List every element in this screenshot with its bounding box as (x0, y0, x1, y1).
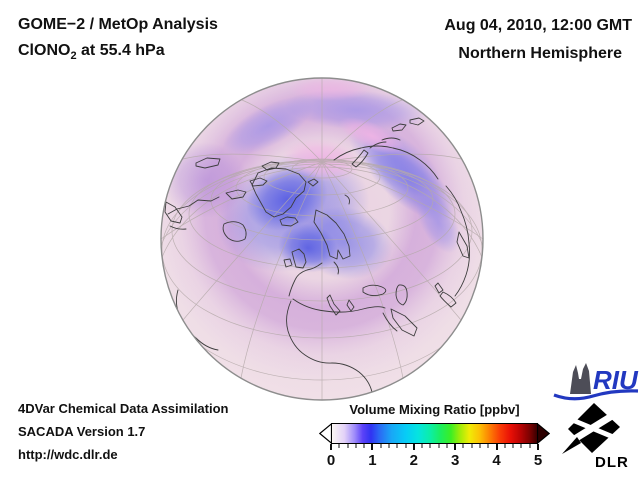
minor-tick (388, 444, 390, 448)
header-left: GOME−2 / MetOp Analysis ClONO2 at 55.4 h… (18, 12, 218, 69)
minor-tick (405, 444, 407, 448)
header-right: Aug 04, 2010, 12:00 GMT Northern Hemisph… (444, 12, 632, 68)
major-tick (330, 444, 332, 450)
colorbar-tick-label: 1 (368, 452, 377, 469)
colorbar-tick-label: 5 (533, 452, 543, 469)
globe-data-layer (161, 78, 483, 400)
minor-tick (347, 444, 349, 448)
colorbar-tick-label: 3 (451, 452, 460, 469)
major-tick (537, 444, 539, 450)
species-name: ClONO (18, 42, 71, 59)
colorbar: Volume Mixing Ratio [ppbv] 0 1 2 3 4 5 (319, 402, 550, 469)
assimilation-label: 4DVar Chemical Data Assimilation (18, 401, 229, 416)
dlr-text: DLR (595, 454, 629, 471)
minor-tick (363, 444, 365, 448)
colorbar-tick-labels: 0 1 2 3 4 5 (327, 452, 542, 470)
minor-tick (380, 444, 382, 448)
dlr-logo: DLR (558, 401, 634, 478)
version-label: SACADA Version 1.7 (18, 424, 146, 439)
species-level-label: ClONO2 at 55.4 hPa (18, 38, 218, 69)
minor-tick (520, 444, 522, 448)
minor-tick (421, 444, 423, 448)
minor-tick (355, 444, 357, 448)
major-tick (371, 444, 374, 450)
pressure-level: at 55.4 hPa (76, 42, 165, 59)
minor-tick (471, 444, 473, 448)
colorbar-tick-label: 2 (409, 452, 418, 469)
minor-tick (338, 444, 340, 448)
major-tick (454, 444, 457, 450)
colorbar-tick-label: 4 (492, 452, 501, 469)
riu-wave-icon (553, 389, 639, 401)
minor-tick (396, 444, 398, 448)
minor-tick (529, 444, 531, 448)
minor-tick (504, 444, 506, 448)
colorbar-ticks (330, 444, 539, 451)
minor-tick (512, 444, 514, 448)
minor-tick (487, 444, 489, 448)
minor-tick (462, 444, 464, 448)
url-label: http://wdc.dlr.de (18, 447, 118, 462)
cathedral-icon (570, 363, 591, 394)
major-tick (412, 444, 415, 450)
colorbar-underflow-arrow (319, 423, 332, 444)
species-subscript: 2 (70, 50, 77, 62)
footer-left: 4DVar Chemical Data Assimilation SACADA … (18, 401, 229, 470)
hemisphere-label: Northern Hemisphere (458, 45, 622, 62)
analysis-title: GOME−2 / MetOp Analysis (18, 16, 218, 33)
graticule (161, 78, 483, 400)
colorbar-gradient (331, 423, 538, 444)
colorbar-overflow-arrow (537, 423, 550, 444)
minor-tick (479, 444, 481, 448)
dlr-emblem-icon (558, 403, 630, 454)
colorbar-title: Volume Mixing Ratio [ppbv] (349, 402, 520, 417)
major-tick (495, 444, 498, 450)
colorbar-tick-label: 0 (326, 452, 336, 469)
coastlines (164, 117, 471, 393)
timestamp-label: Aug 04, 2010, 12:00 GMT (444, 17, 632, 34)
minor-tick (438, 444, 440, 448)
globe-limb (160, 77, 484, 401)
riu-text: RIU (593, 365, 639, 395)
riu-logo: RIU (551, 362, 640, 407)
minor-tick (446, 444, 448, 448)
minor-tick (429, 444, 431, 448)
